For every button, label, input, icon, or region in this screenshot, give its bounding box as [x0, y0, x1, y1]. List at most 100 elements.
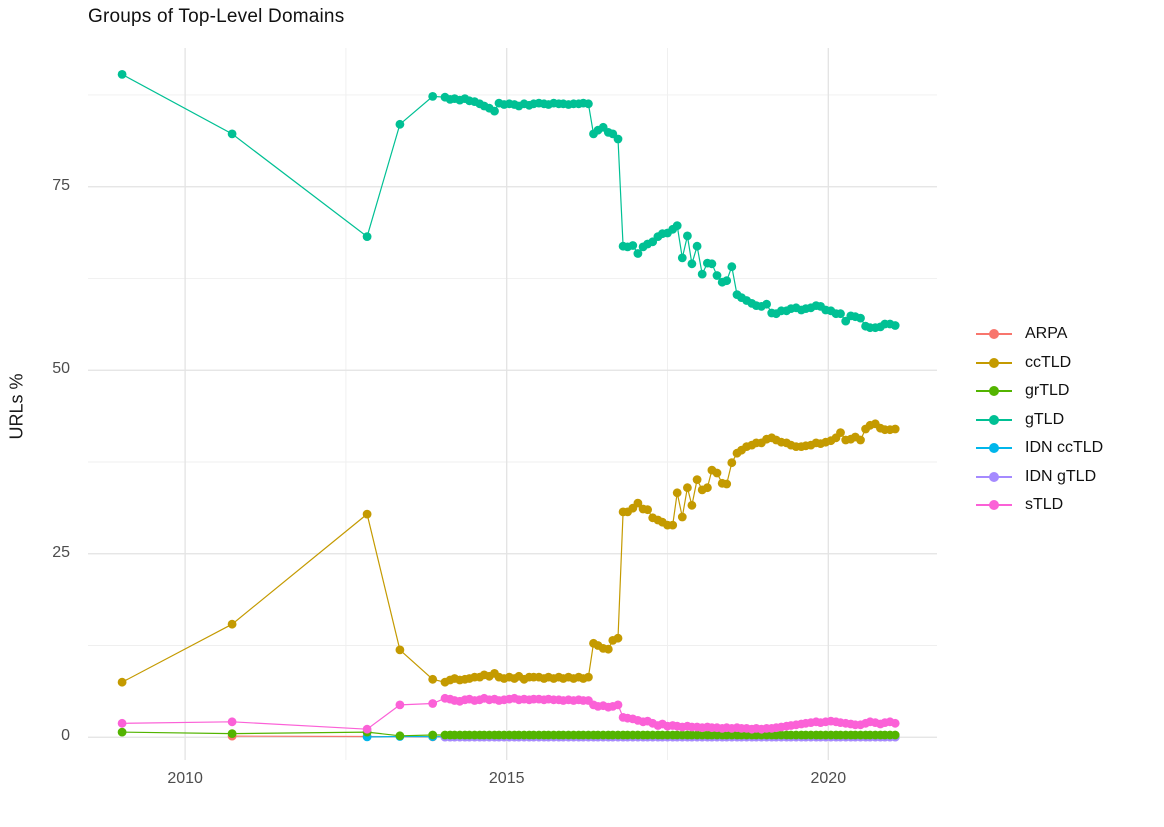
series-cctld: [117, 419, 900, 687]
data-point: [856, 313, 865, 323]
data-point: [712, 271, 722, 280]
legend-label: IDN gTLD: [1025, 467, 1097, 485]
data-point: [117, 718, 127, 728]
legend-label: IDN ccTLD: [1025, 439, 1104, 457]
data-point: [428, 699, 438, 708]
data-point: [727, 458, 737, 468]
legend-key-dot: [989, 329, 999, 340]
legend: ARPA ccTLD grTLD gTLD IDN ccTLD IDN gTLD sTLD: [976, 320, 1103, 520]
data-point: [362, 509, 372, 519]
legend-item-idn-cctld: IDN ccTLD: [976, 434, 1103, 463]
data-point: [697, 269, 707, 279]
x-tick-label: 2010: [167, 770, 203, 787]
data-point: [603, 644, 613, 654]
data-point: [836, 428, 845, 437]
y-tick-label: 0: [61, 727, 70, 745]
series-line: [121, 423, 896, 683]
data-point: [703, 483, 712, 493]
legend-key-dot: [989, 471, 999, 482]
legend-key-dot: [989, 414, 999, 425]
legend-item-gtld: gTLD: [976, 406, 1103, 435]
chart-title: Groups of Top-Level Domains: [88, 6, 345, 27]
legend-key: [976, 467, 1012, 487]
legend-item-cctld: ccTLD: [976, 349, 1103, 378]
data-point: [727, 262, 737, 272]
data-point: [613, 700, 623, 710]
data-point: [395, 700, 405, 710]
data-point: [692, 475, 702, 484]
legend-key: [976, 353, 1012, 373]
legend-label: ccTLD: [1025, 353, 1072, 371]
data-point: [584, 672, 593, 682]
data-point: [227, 717, 237, 727]
data-point: [643, 505, 652, 515]
data-point: [395, 119, 405, 129]
series-line: [121, 73, 896, 329]
data-point: [395, 731, 405, 741]
legend-key: [976, 381, 1012, 401]
legend-item-arpa: ARPA: [976, 320, 1103, 349]
legend-item-idn-gtld: IDN gTLD: [976, 463, 1103, 492]
data-point: [672, 488, 682, 498]
series-gtld: [117, 70, 900, 333]
legend-item-stld: sTLD: [976, 491, 1103, 520]
data-point: [707, 259, 717, 269]
data-point: [117, 70, 127, 79]
data-point: [227, 729, 237, 738]
legend-label: grTLD: [1025, 382, 1070, 400]
legend-label: sTLD: [1025, 496, 1064, 514]
data-point: [613, 134, 623, 144]
data-point: [628, 241, 638, 250]
data-point: [890, 424, 900, 434]
data-point: [762, 299, 771, 309]
y-tick-label: 25: [52, 543, 70, 561]
data-point: [683, 231, 692, 241]
data-point: [856, 435, 865, 445]
data-point: [584, 99, 593, 109]
legend-key: [976, 410, 1012, 430]
data-point: [836, 309, 845, 319]
data-point: [677, 253, 687, 263]
data-point: [687, 259, 697, 269]
x-tick-label: 2015: [488, 770, 525, 787]
data-point: [722, 479, 732, 489]
legend-key-dot: [989, 386, 999, 397]
series-stld: [117, 693, 900, 734]
data-point: [428, 92, 438, 101]
data-point: [633, 249, 643, 258]
legend-key-dot: [989, 443, 999, 454]
legend-label: gTLD: [1025, 410, 1065, 428]
legend-key-dot: [989, 500, 999, 511]
x-tick-label: 2020: [810, 770, 847, 787]
data-point: [227, 619, 237, 629]
data-point: [712, 468, 722, 478]
data-point: [490, 106, 499, 116]
legend-key: [976, 324, 1012, 344]
legend-key: [976, 495, 1012, 515]
data-point: [395, 645, 405, 655]
data-point: [722, 276, 732, 286]
data-point: [362, 724, 372, 734]
data-point: [692, 241, 702, 251]
y-tick-label: 75: [52, 176, 70, 194]
data-point: [683, 483, 692, 493]
data-point: [428, 730, 438, 740]
legend-key-dot: [989, 357, 999, 368]
data-point: [672, 221, 682, 231]
data-point: [890, 730, 900, 740]
data-point: [117, 727, 127, 737]
data-point: [428, 674, 438, 684]
data-point: [668, 520, 678, 530]
data-point: [633, 498, 643, 508]
data-point: [677, 512, 687, 522]
y-tick-label: 50: [52, 360, 70, 378]
data-point: [613, 633, 623, 643]
data-point: [890, 718, 900, 728]
legend-key: [976, 438, 1012, 458]
legend-label: ARPA: [1025, 325, 1068, 343]
data-point: [362, 232, 372, 242]
data-point: [227, 129, 237, 139]
data-point: [687, 500, 697, 510]
